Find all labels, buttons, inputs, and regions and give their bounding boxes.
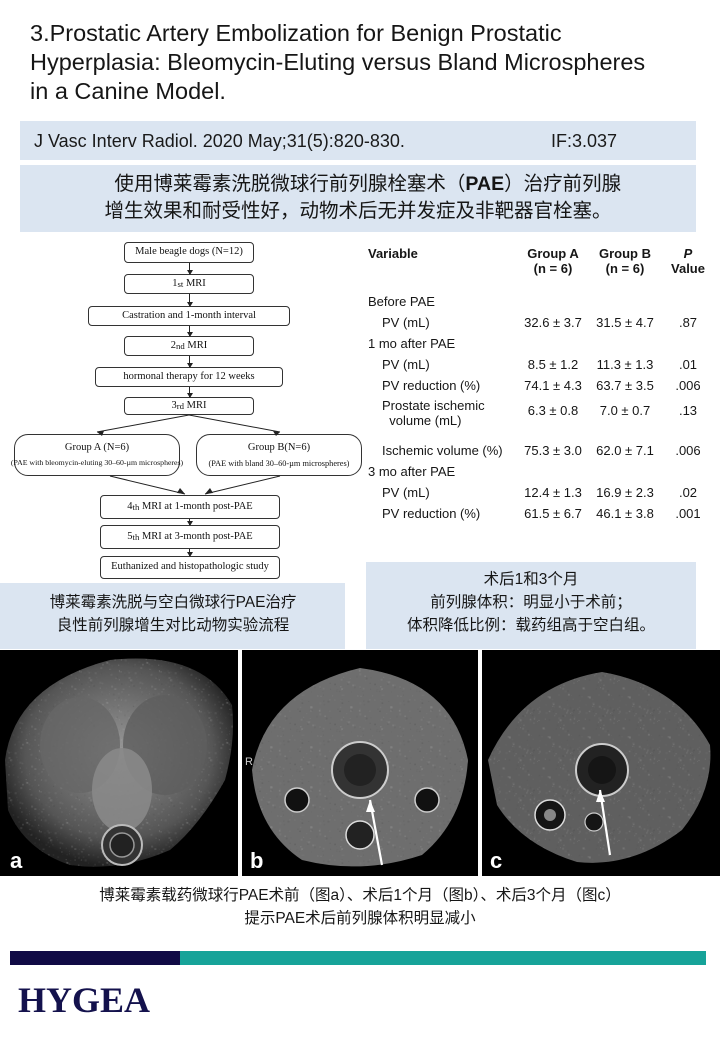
svg-text:a: a — [10, 848, 23, 873]
svg-text:c: c — [490, 848, 502, 873]
svg-text:R: R — [245, 756, 253, 768]
svg-text:b: b — [250, 848, 263, 873]
